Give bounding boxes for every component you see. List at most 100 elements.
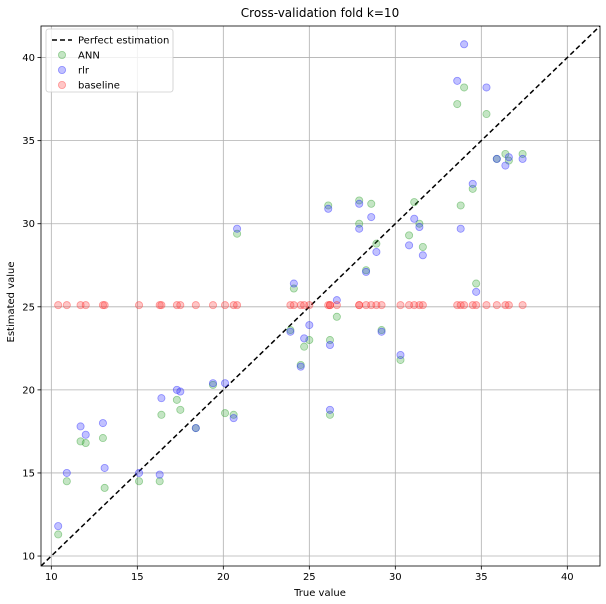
- x-tick-label: 30: [389, 572, 402, 583]
- baseline-point: [504, 301, 513, 310]
- baseline-point: [324, 301, 333, 310]
- rlr-point: [296, 362, 305, 371]
- grid-lines: [41, 26, 600, 566]
- baseline-point: [76, 301, 85, 310]
- rlr-point: [415, 223, 424, 232]
- y-tick-label: 20: [22, 385, 35, 396]
- x-tick-label: 10: [45, 572, 58, 583]
- ann-point: [518, 149, 527, 158]
- rlr-point: [362, 267, 371, 276]
- ann-point: [355, 219, 364, 228]
- rlr-point: [221, 379, 230, 388]
- rlr-point: [355, 224, 364, 233]
- y-tick-label: 30: [22, 219, 35, 230]
- ann-point: [472, 279, 481, 288]
- rlr-point: [472, 287, 481, 296]
- rlr-point: [372, 247, 381, 256]
- ann-point: [81, 439, 90, 448]
- ann-point: [355, 196, 364, 205]
- baseline-point: [410, 301, 419, 310]
- ann-point: [367, 199, 376, 208]
- rlr-point: [157, 394, 166, 403]
- baseline-point: [418, 301, 427, 310]
- rlr-point: [492, 154, 501, 163]
- ann-point: [325, 336, 334, 345]
- rlr-point: [191, 424, 200, 433]
- rlr-point: [377, 327, 386, 336]
- ann-point: [410, 198, 419, 207]
- ann-point: [332, 312, 341, 321]
- ann-point: [468, 184, 477, 193]
- legend-swatch-ann: [58, 51, 67, 60]
- ann-point: [172, 395, 181, 404]
- legend-swatch-baseline: [58, 81, 67, 90]
- rlr-point: [135, 468, 144, 477]
- rlr-point: [456, 224, 465, 233]
- baseline-point: [233, 301, 242, 310]
- baseline-point: [155, 301, 164, 310]
- ann-point: [396, 355, 405, 364]
- rlr-point: [300, 334, 309, 343]
- y-tick-label: 10: [22, 552, 35, 563]
- y-tick-label: 25: [22, 302, 35, 313]
- legend-label-perfect-estimation: Perfect estimation: [78, 36, 169, 47]
- baseline-point: [176, 301, 185, 310]
- baseline-point: [355, 301, 364, 310]
- ann-point: [324, 201, 333, 210]
- baseline-point: [518, 301, 527, 310]
- baseline-point: [332, 301, 341, 310]
- rlr-point: [100, 463, 109, 472]
- ann-point: [233, 229, 242, 238]
- ann-point: [157, 410, 166, 419]
- baseline-point: [191, 301, 200, 310]
- legend-label-baseline: baseline: [78, 81, 120, 92]
- x-tick-label: 35: [475, 572, 488, 583]
- ann-point: [155, 477, 164, 486]
- rlr-point: [62, 468, 71, 477]
- rlr-point: [504, 153, 513, 162]
- y-axis-ticks: 10 15 20 25 30 35 40: [22, 53, 41, 563]
- reference-line-group: [41, 26, 600, 566]
- ann-point: [54, 530, 63, 539]
- ann-point: [208, 380, 217, 389]
- baseline-point: [208, 301, 217, 310]
- ann-point: [377, 326, 386, 335]
- baseline-point: [377, 301, 386, 310]
- rlr-point: [81, 430, 90, 439]
- ann-point: [296, 360, 305, 369]
- baseline-point: [367, 301, 376, 310]
- ann-point: [504, 156, 513, 165]
- y-tick-label: 15: [22, 468, 35, 479]
- rlr-point: [324, 204, 333, 213]
- ann-point: [229, 410, 238, 419]
- ann-point: [453, 100, 462, 109]
- ann-point: [221, 409, 230, 418]
- rlr-point: [155, 470, 164, 479]
- rlr-point: [410, 214, 419, 223]
- data-points: [54, 40, 527, 539]
- baseline-point: [405, 301, 414, 310]
- ann-point: [135, 477, 144, 486]
- ann-point: [418, 242, 427, 251]
- y-tick-label: 35: [22, 136, 35, 147]
- legend: Perfect estimation ANN rlr baseline: [45, 28, 174, 93]
- baseline-point: [468, 301, 477, 310]
- baseline-point: [172, 301, 181, 310]
- baseline-point: [81, 301, 90, 310]
- baseline-point: [492, 301, 501, 310]
- chart-title: Cross-validation fold k=10: [241, 6, 399, 20]
- baseline-point: [100, 301, 109, 310]
- ann-point: [289, 284, 298, 293]
- x-tick-label: 20: [217, 572, 230, 583]
- rlr-point: [325, 341, 334, 350]
- ann-point: [460, 83, 469, 92]
- ann-point: [456, 201, 465, 210]
- ann-point: [98, 434, 107, 443]
- series-rlr: [54, 40, 527, 531]
- ann-point: [62, 477, 71, 486]
- baseline-point: [456, 301, 465, 310]
- rlr-point: [453, 76, 462, 85]
- baseline-point: [221, 301, 230, 310]
- x-axis-ticks: 10 15 20 25 30 35 40: [45, 566, 574, 583]
- baseline-point: [286, 301, 295, 310]
